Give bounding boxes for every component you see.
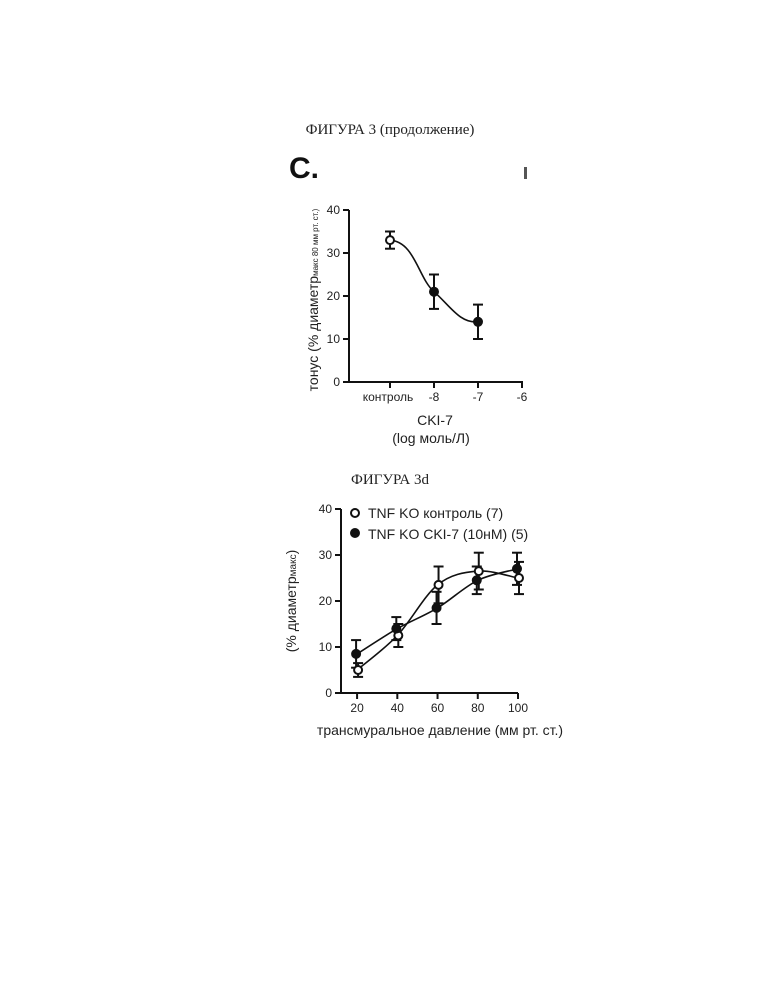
chart-3d-point-s1-0 [352,650,360,658]
chart-3d-x-tick-label: 20 [350,701,364,715]
chart-3d-point-s0-2 [435,581,443,589]
chart-3d-legend: TNF KO контроль (7) TNF KO CKI-7 (10нМ) … [351,505,528,542]
chart-3d-x-tick-label: 40 [391,701,405,715]
chart-3d: 0 10 20 30 40 20 40 60 80 100 TNF KO контроль (7)… [0,0,780,994]
chart-3d-y-tick-label: 10 [319,640,333,654]
chart-3d-y-tick-label: 20 [319,594,333,608]
chart-3d-x-tick-label: 60 [431,701,445,715]
chart-3d-ylabel: (% диаметрмакс) [283,550,299,653]
chart-3d-point-s1-4 [513,565,521,573]
legend-marker-filled [351,529,359,537]
chart-3d-point-s1-1 [392,625,400,633]
chart-3d-point-s0-0 [354,666,362,674]
legend-marker-open [351,509,359,517]
chart-3d-point-s1-2 [433,604,441,612]
chart-3d-y-tick-label: 30 [319,548,333,562]
chart-3d-point-s1-3 [473,576,481,584]
chart-3d-x-tick-label: 80 [471,701,485,715]
chart-3d-xlabel: трансмуральное давление (мм рт. ст.) [317,722,563,738]
legend-label-control: TNF KO контроль (7) [368,505,503,521]
chart-3d-point-s0-3 [475,567,483,575]
legend-label-cki7: TNF KO CKI-7 (10нМ) (5) [368,526,528,542]
chart-3d-ylabel-sub: макс [288,554,299,576]
chart-3d-ylabel-end: ) [283,550,299,555]
chart-3d-ylabel-main: (% диаметр [283,576,299,652]
chart-3d-point-s0-4 [515,574,523,582]
chart-3d-y-tick-label: 0 [325,686,332,700]
chart-3d-y-tick-label: 40 [319,502,333,516]
chart-3d-points [351,553,524,677]
chart-3d-x-tick-label: 100 [508,701,528,715]
